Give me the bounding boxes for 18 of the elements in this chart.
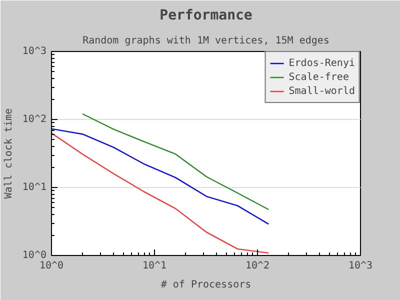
line-series: [82, 113, 270, 210]
y-axis-title: Wall clock time: [3, 108, 14, 199]
legend-label: Scale-free: [288, 70, 349, 84]
y-tick-label: 10^3: [22, 46, 47, 57]
chart-subtitle: Random graphs with 1M vertices, 15M edges: [82, 36, 330, 46]
x-tick-label: 10^3: [348, 260, 373, 272]
line-series: [52, 128, 270, 225]
y-tick-label: 10^1: [22, 182, 47, 193]
legend-label: Erdos-Renyi: [288, 56, 355, 70]
y-tick-label: 10^0: [22, 250, 47, 261]
x-tick-label: 10^1: [142, 260, 167, 272]
x-tick-label: 10^0: [39, 260, 64, 272]
y-tick-label: 10^2: [22, 114, 47, 125]
x-axis-title: # of Processors: [160, 280, 252, 290]
chart-title: Performance: [160, 8, 252, 24]
legend-label: Small-world: [288, 84, 355, 98]
x-tick-label: 10^2: [245, 260, 270, 272]
line-series: [52, 132, 270, 254]
